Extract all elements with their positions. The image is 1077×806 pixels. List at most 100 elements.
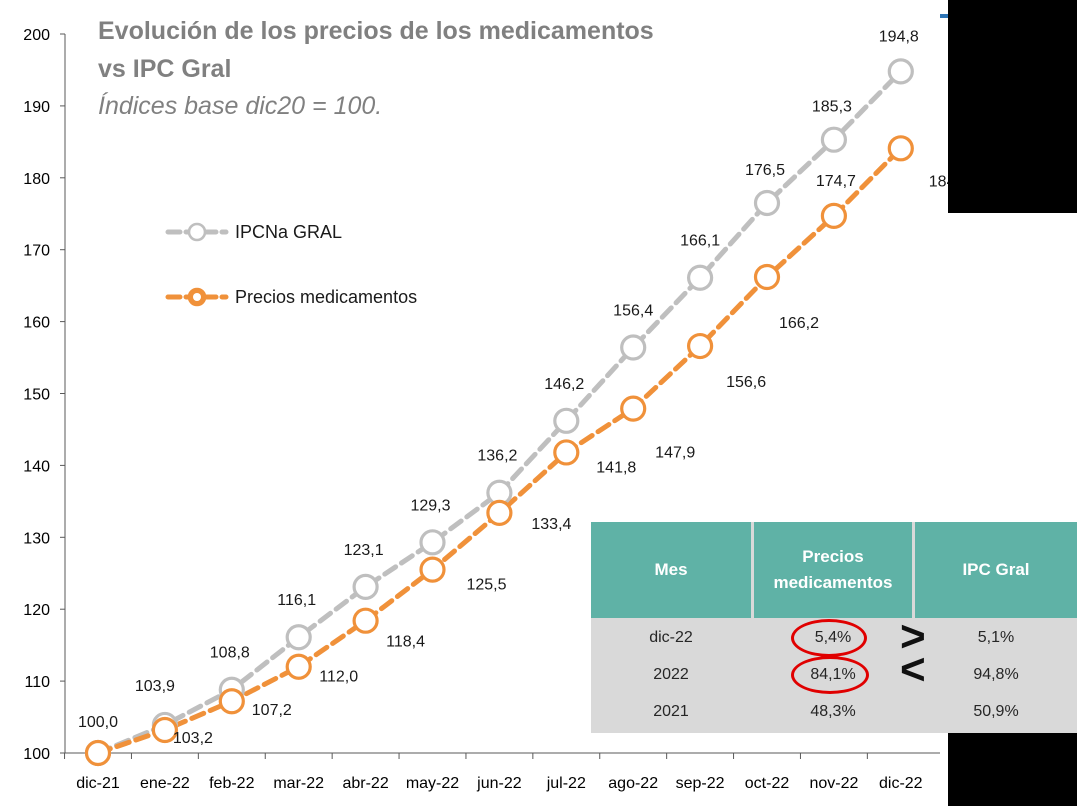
data-point xyxy=(352,573,379,601)
data-label: 176,5 xyxy=(745,162,785,179)
x-tick-label: oct-22 xyxy=(745,775,790,792)
y-tick-label: 120 xyxy=(23,602,50,619)
data-label: 166,2 xyxy=(779,315,819,332)
table-cell-ipc: 50,9% xyxy=(973,703,1019,720)
y-tick-label: 170 xyxy=(23,243,50,260)
data-point xyxy=(151,716,178,744)
table-header-meds: Precios medicamentos xyxy=(754,522,912,618)
data-point xyxy=(352,607,379,634)
y-tick-label: 160 xyxy=(23,315,50,332)
y-tick-label: 110 xyxy=(24,674,50,691)
x-tick-label: may-22 xyxy=(406,775,459,792)
data-label: 166,1 xyxy=(680,233,720,250)
data-point xyxy=(486,499,513,526)
black-panel-top xyxy=(948,0,1077,213)
table-cell-ipc: 5,1% xyxy=(977,629,1015,646)
legend-label: IPCNa GRAL xyxy=(235,222,342,242)
data-label: 125,5 xyxy=(466,577,506,594)
data-point xyxy=(887,135,914,162)
data-label: 156,6 xyxy=(726,374,766,391)
table-cell-mes: 2022 xyxy=(653,666,689,683)
black-panel-bottom xyxy=(948,733,1077,806)
table-cell-meds: 48,3% xyxy=(810,703,856,720)
data-point xyxy=(620,395,647,422)
y-tick-label: 130 xyxy=(23,530,50,547)
table-cell-ipc: 94,8% xyxy=(973,666,1019,683)
data-label: 133,4 xyxy=(531,516,571,533)
highlight-ring xyxy=(791,656,869,694)
data-label: 112,0 xyxy=(319,669,358,686)
chart-subtitle: Índices base dic20 = 100. xyxy=(98,92,383,120)
data-label: 107,2 xyxy=(252,702,292,719)
chart-title-line2: vs IPC Gral xyxy=(98,55,232,83)
data-label: 129,3 xyxy=(410,497,450,514)
data-point xyxy=(820,202,848,230)
data-label: 123,1 xyxy=(344,542,384,559)
summary-table: Mes Precios medicamentos IPC Gral dic-22… xyxy=(591,522,1077,733)
y-tick-label: 200 xyxy=(23,27,50,44)
data-point xyxy=(820,126,848,153)
legend: IPCNa GRAL Precios medicamentos xyxy=(165,222,417,307)
x-tick-label: sep-22 xyxy=(676,775,725,792)
x-tick-label: feb-22 xyxy=(209,775,254,792)
table-cell-mes: 2021 xyxy=(653,703,689,720)
data-label: 100,0 xyxy=(78,714,118,731)
x-tick-label: ago-22 xyxy=(608,775,658,792)
data-label: 136,2 xyxy=(477,448,517,465)
data-point xyxy=(887,58,914,85)
y-tick-label: 190 xyxy=(23,99,50,116)
data-point xyxy=(753,189,781,217)
x-tick-label: jun-22 xyxy=(476,775,522,792)
plot-area xyxy=(84,58,914,767)
table-header-ipc: IPC Gral xyxy=(915,522,1077,618)
data-point xyxy=(620,334,647,361)
x-tick-label: ene-22 xyxy=(140,775,190,792)
blue-marker xyxy=(940,14,948,18)
legend-marker-center xyxy=(193,293,201,301)
data-point xyxy=(686,264,714,291)
x-tick-label: jul-22 xyxy=(546,775,586,792)
x-tick-label: dic-22 xyxy=(879,775,923,792)
data-label: 116,1 xyxy=(277,592,316,609)
data-point xyxy=(285,624,312,651)
legend-marker xyxy=(187,222,207,242)
data-point xyxy=(285,653,312,680)
data-label: 118,4 xyxy=(386,634,425,651)
y-tick-label: 100 xyxy=(23,746,50,763)
data-point xyxy=(419,529,446,556)
table-header-mes: Mes xyxy=(591,522,751,618)
comparison-less: < xyxy=(900,645,926,694)
data-point xyxy=(84,739,112,767)
data-point xyxy=(753,263,781,291)
data-label: 156,4 xyxy=(613,302,653,319)
data-label: 174,7 xyxy=(816,173,856,190)
data-labels: 100,0 103,9 108,8 116,1 123,1 129,3 136,2 146,2… xyxy=(78,28,969,747)
x-tick-label: nov-22 xyxy=(809,775,858,792)
data-label: 194,8 xyxy=(879,28,919,45)
comparison-greater: > xyxy=(900,612,926,661)
data-label: 146,2 xyxy=(544,376,584,393)
data-label: 103,2 xyxy=(173,730,213,747)
data-point xyxy=(419,556,446,583)
x-tick-label: mar-22 xyxy=(273,775,324,792)
y-axis: 100 110 120 130 140 150 160 170 180 190 200 dic-21 e… xyxy=(23,27,940,792)
y-tick-label: 150 xyxy=(23,387,50,404)
y-tick-label: 180 xyxy=(23,171,50,188)
chart-title-block: Evolución de los precios de los medicame… xyxy=(98,12,654,124)
data-label: 147,9 xyxy=(655,445,695,462)
data-point xyxy=(553,439,580,466)
data-label: 185,3 xyxy=(812,99,852,116)
highlight-ring xyxy=(791,619,867,657)
data-point xyxy=(218,688,245,715)
data-point xyxy=(686,332,714,360)
y-tick-label: 140 xyxy=(23,458,50,475)
table-cell-mes: dic-22 xyxy=(649,629,693,646)
data-point xyxy=(553,407,580,434)
legend-label: Precios medicamentos xyxy=(235,287,417,307)
x-tick-label: dic-21 xyxy=(76,775,120,792)
chart-title: Evolución de los precios de los medicame… xyxy=(98,17,654,45)
x-tick-label: abr-22 xyxy=(342,775,388,792)
data-label: 141,8 xyxy=(596,459,636,476)
data-label: 103,9 xyxy=(135,678,175,695)
